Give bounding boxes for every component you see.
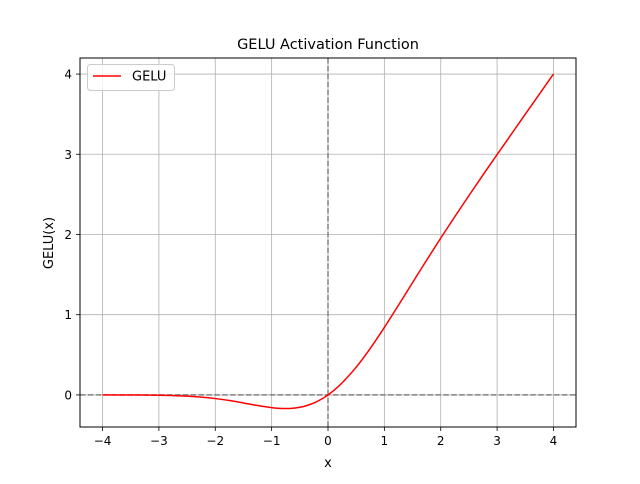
x-axis-label: x <box>324 456 332 471</box>
x-tick-label: 2 <box>437 434 445 448</box>
y-tick-label: 1 <box>64 308 72 322</box>
ticks: −4 −3 −2 −1 0 1 2 3 4 0 1 2 3 4 <box>64 68 557 448</box>
x-tick-label: 1 <box>381 434 389 448</box>
y-tick-label: 4 <box>64 68 72 82</box>
chart-title: GELU Activation Function <box>237 37 419 53</box>
x-tick-label: −1 <box>263 434 281 448</box>
x-tick-label: −4 <box>94 434 112 448</box>
x-tick-label: −3 <box>150 434 168 448</box>
y-axis-label: GELU(x) <box>42 217 57 269</box>
y-tick-label: 3 <box>64 148 72 162</box>
x-tick-label: −2 <box>206 434 224 448</box>
legend-box <box>87 64 175 91</box>
x-tick-label: 0 <box>324 434 332 448</box>
y-tick-label: 2 <box>64 228 72 242</box>
legend-label-gelu: GELU <box>132 70 166 85</box>
series-layer <box>102 73 555 410</box>
legend: GELU <box>87 64 175 91</box>
y-tick-label: 0 <box>64 388 72 402</box>
series-line-gelu <box>102 73 555 410</box>
x-tick-label: 4 <box>550 434 558 448</box>
x-tick-label: 3 <box>493 434 501 448</box>
